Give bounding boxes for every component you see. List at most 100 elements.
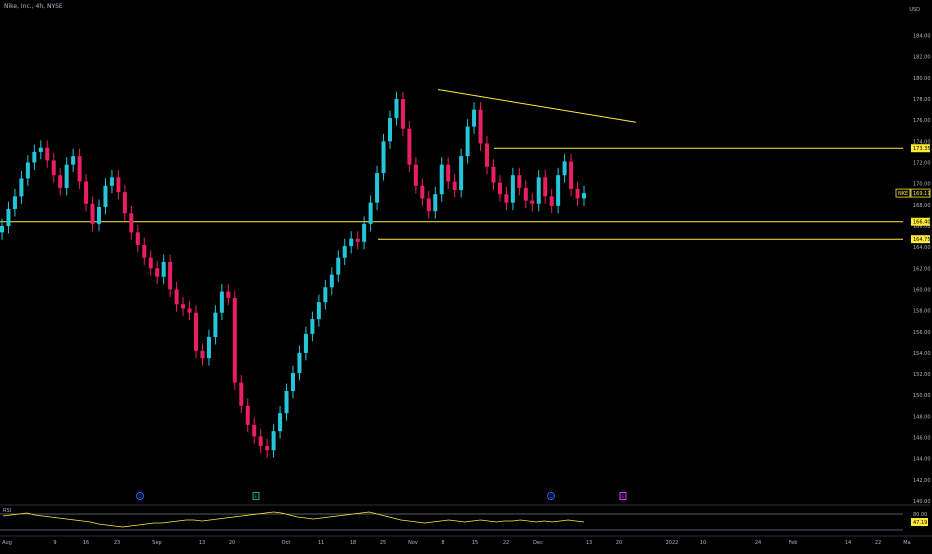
candle[interactable]	[523, 180, 528, 208]
candle[interactable]	[426, 191, 431, 219]
candle[interactable]	[258, 429, 263, 454]
candle[interactable]	[19, 170, 24, 204]
candle[interactable]	[323, 279, 328, 310]
candle[interactable]	[77, 148, 82, 189]
candle[interactable]	[181, 296, 186, 316]
candle[interactable]	[271, 423, 276, 458]
candle[interactable]	[465, 119, 470, 164]
candle[interactable]	[517, 167, 522, 196]
candle[interactable]	[439, 157, 444, 202]
rsi-line[interactable]	[2, 511, 585, 528]
candle[interactable]	[38, 140, 43, 160]
candle[interactable]	[375, 165, 380, 211]
candle[interactable]	[452, 174, 457, 198]
candle[interactable]	[485, 136, 489, 175]
event-marker[interactable]: D	[547, 492, 555, 500]
candle[interactable]	[549, 188, 554, 214]
candle[interactable]	[388, 110, 392, 149]
candle[interactable]	[543, 169, 548, 204]
candle[interactable]	[284, 383, 289, 421]
candle[interactable]	[265, 438, 270, 458]
candle[interactable]	[407, 121, 412, 173]
candle[interactable]	[278, 405, 283, 439]
candle[interactable]	[148, 250, 153, 276]
candle[interactable]	[174, 282, 179, 312]
candle[interactable]	[349, 231, 354, 254]
candle[interactable]	[510, 167, 515, 211]
candle[interactable]	[84, 174, 89, 212]
candle[interactable]	[362, 216, 367, 250]
candle[interactable]	[194, 305, 198, 359]
candle[interactable]	[316, 294, 321, 327]
candle[interactable]	[355, 231, 360, 250]
candle[interactable]	[394, 91, 399, 126]
candle[interactable]	[51, 152, 56, 183]
candle[interactable]	[32, 144, 37, 170]
candle[interactable]	[472, 102, 477, 134]
candle[interactable]	[400, 91, 405, 137]
candle[interactable]	[200, 343, 205, 366]
trendline[interactable]	[437, 89, 637, 123]
candle[interactable]	[45, 140, 50, 168]
candle[interactable]	[303, 326, 308, 361]
candle[interactable]	[135, 224, 140, 253]
candle[interactable]	[530, 193, 535, 212]
candle[interactable]	[58, 167, 63, 196]
candle[interactable]	[12, 188, 17, 217]
candle[interactable]	[0, 218, 4, 240]
candle[interactable]	[168, 254, 173, 297]
candle[interactable]	[446, 157, 451, 189]
candle[interactable]	[504, 186, 509, 211]
candle[interactable]	[536, 169, 541, 212]
candle[interactable]	[575, 181, 580, 206]
candle[interactable]	[6, 201, 11, 234]
candle[interactable]	[497, 175, 502, 202]
candle[interactable]	[187, 301, 192, 321]
candle[interactable]	[161, 254, 166, 285]
candle[interactable]	[420, 178, 425, 206]
candle[interactable]	[142, 237, 147, 266]
candle[interactable]	[206, 329, 211, 366]
candle[interactable]	[381, 133, 386, 181]
candle[interactable]	[226, 284, 231, 306]
candle[interactable]	[368, 195, 373, 232]
candle[interactable]	[297, 345, 302, 381]
candle[interactable]	[342, 238, 347, 266]
candle[interactable]	[310, 311, 315, 342]
candle[interactable]	[582, 185, 586, 206]
candle[interactable]	[239, 375, 244, 414]
event-marker[interactable]: E	[252, 492, 260, 500]
candle[interactable]	[459, 148, 464, 198]
candle[interactable]	[413, 157, 418, 194]
candle[interactable]	[116, 169, 121, 200]
candle[interactable]	[97, 199, 101, 232]
candle[interactable]	[129, 205, 134, 240]
candle[interactable]	[64, 157, 69, 196]
candle[interactable]	[245, 398, 250, 433]
candle[interactable]	[155, 260, 160, 285]
candle[interactable]	[252, 417, 257, 444]
candle[interactable]	[562, 154, 567, 183]
candle[interactable]	[109, 169, 114, 194]
candle[interactable]	[291, 365, 295, 399]
candle[interactable]	[219, 284, 224, 321]
candle[interactable]	[329, 267, 334, 295]
candle[interactable]	[25, 155, 30, 186]
candle[interactable]	[336, 250, 341, 283]
candle[interactable]	[232, 290, 237, 390]
candle[interactable]	[213, 305, 218, 345]
candle[interactable]	[433, 186, 438, 219]
candle[interactable]	[478, 102, 483, 151]
candle[interactable]	[556, 167, 561, 214]
event-marker[interactable]: E	[619, 492, 627, 500]
candle[interactable]	[71, 148, 76, 173]
candle[interactable]	[90, 196, 95, 232]
event-marker[interactable]: D	[136, 492, 144, 500]
candle[interactable]	[103, 178, 108, 215]
candle-body	[355, 238, 360, 242]
candle[interactable]	[569, 154, 574, 197]
candle[interactable]	[491, 159, 496, 191]
candle[interactable]	[122, 184, 127, 221]
